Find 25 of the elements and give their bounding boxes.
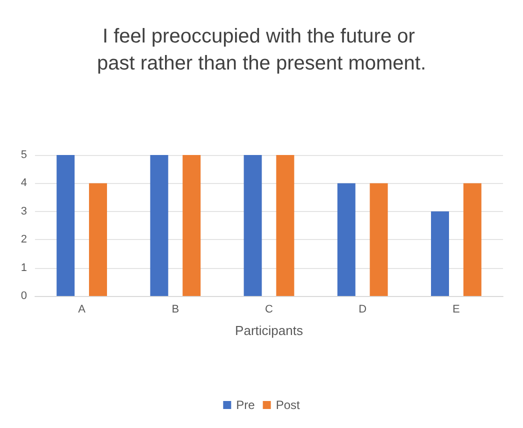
bar (89, 183, 107, 296)
x-tick-label: A (78, 304, 86, 316)
bar (276, 155, 294, 296)
bar (244, 155, 262, 296)
x-tick-label: B (172, 304, 180, 316)
legend-label: Post (276, 398, 301, 412)
x-tick-label: D (358, 304, 367, 316)
bar (150, 155, 168, 296)
x-tick-label: E (452, 304, 460, 316)
bar (431, 211, 449, 296)
x-tick-label: C (265, 304, 274, 316)
bar (337, 183, 356, 296)
bar (56, 155, 75, 296)
y-tick-label: 4 (20, 177, 27, 190)
y-tick-label: 2 (20, 234, 27, 246)
bar (370, 183, 388, 296)
y-tick-label: 1 (20, 262, 27, 274)
y-tick-label: 0 (20, 290, 27, 302)
y-tick-label: 3 (20, 205, 27, 218)
chart-title: I feel preoccupied with the future or past rather than the present moment. (96, 26, 426, 74)
bar (182, 155, 201, 296)
bar (463, 183, 482, 296)
x-axis-title: Participants (235, 323, 304, 338)
y-tick-label: 5 (20, 149, 27, 161)
legend-label: Pre (236, 398, 256, 412)
